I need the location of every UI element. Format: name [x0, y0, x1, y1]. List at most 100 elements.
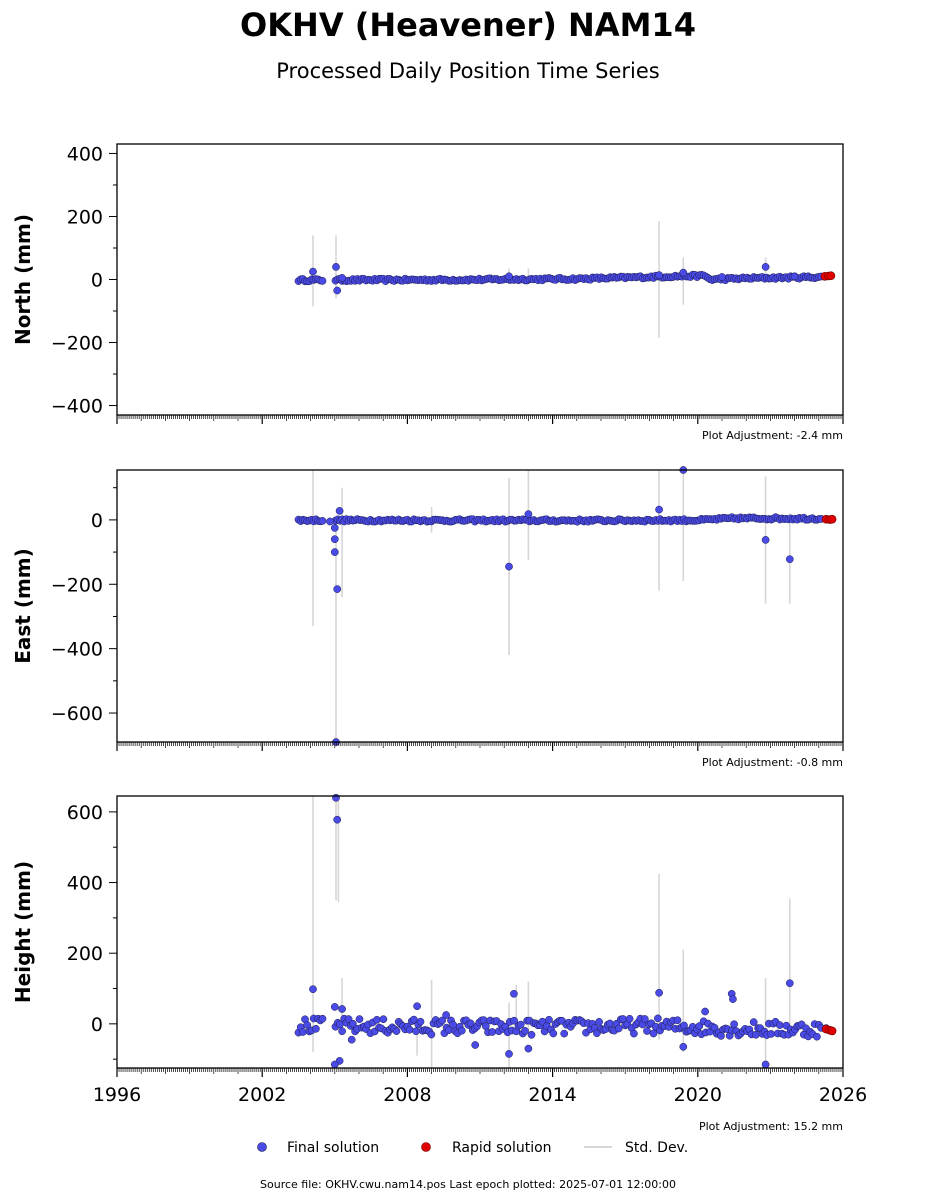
final-solution-point: [545, 1015, 553, 1024]
final-solution-point: [775, 1021, 784, 1029]
y-tick-label: −200: [51, 333, 103, 355]
y-axis-label: Height (mm): [11, 861, 35, 1003]
final-solution-point: [785, 555, 794, 564]
final-solution-point: [333, 286, 342, 295]
final-solution-points: [294, 793, 830, 1069]
final-solution-point: [413, 1002, 421, 1011]
y-tick-label: 0: [91, 510, 103, 532]
panel-2: −600 −400 −200 0 East (mm) Plot Adjustment: -…: [11, 466, 844, 769]
final-solution-point: [333, 815, 342, 824]
plot-adjustment-note: Plot Adjustment: -0.8 mm: [702, 756, 843, 769]
final-solution-point: [679, 268, 688, 277]
final-solution-point: [332, 793, 340, 802]
x-tick-label: 1996: [93, 1084, 141, 1106]
final-solution-point: [510, 989, 518, 998]
x-axis: [116, 742, 844, 751]
x-tick-label: 2014: [528, 1084, 576, 1106]
chart-subtitle: Processed Daily Position Time Series: [276, 59, 660, 83]
final-solution-point: [355, 1015, 364, 1023]
chart-title: OKHV (Heavener) NAM14: [240, 6, 696, 44]
final-solution-point: [606, 1019, 614, 1028]
final-solution-point: [416, 1017, 425, 1026]
final-solution-point: [330, 1003, 339, 1011]
legend-final-label: Final solution: [287, 1140, 379, 1156]
legend: Final solution Rapid solution Std. Dev.: [257, 1140, 688, 1156]
y-tick-label: −600: [51, 703, 103, 725]
y-axis: 0 200 400 600: [67, 802, 117, 1060]
x-tick-label: 2020: [674, 1084, 722, 1106]
final-solution-point: [701, 1007, 709, 1016]
plot-adjustment-note: Plot Adjustment: -2.4 mm: [702, 429, 843, 442]
final-solution-point: [813, 1032, 821, 1041]
final-solution-point: [338, 274, 346, 282]
final-solution-point: [333, 585, 342, 593]
final-solution-point: [330, 548, 339, 556]
panel-3: 1996 2002 2008 2014 2020 2026 0 200 400 600 Height…: [11, 793, 867, 1133]
y-tick-label: 0: [91, 270, 103, 292]
final-solution-point: [695, 1022, 704, 1030]
final-solution-points: [294, 466, 826, 746]
final-solution-point: [299, 1028, 307, 1036]
y-tick-label: 0: [91, 1014, 103, 1036]
final-solution-point: [655, 271, 663, 279]
final-solution-point: [442, 1011, 450, 1019]
final-solution-point: [309, 985, 317, 994]
final-solution-point: [614, 1024, 623, 1033]
x-axis: 1996 2002 2008 2014 2020 2026: [93, 1068, 867, 1106]
final-solution-point: [427, 1030, 436, 1039]
final-solution-point: [527, 1030, 536, 1039]
x-tick-label: 2002: [238, 1084, 286, 1106]
final-solution-point: [332, 263, 340, 271]
final-solution-point: [655, 988, 663, 997]
final-solution-point: [649, 1029, 658, 1038]
y-tick-label: 600: [67, 802, 103, 824]
rapid-solution-point: [826, 271, 836, 281]
x-tick-label: 2026: [819, 1084, 867, 1106]
rapid-solution-point: [827, 514, 837, 524]
final-solution-point: [730, 1020, 738, 1029]
x-axis: [116, 415, 844, 424]
final-solution-point: [318, 277, 327, 285]
final-solution-point: [673, 1016, 682, 1025]
y-tick-label: 200: [67, 206, 103, 228]
final-solution-point: [318, 1014, 327, 1023]
y-tick-label: 200: [67, 943, 103, 965]
final-solution-point: [505, 1050, 513, 1058]
final-solution-point: [549, 1029, 558, 1038]
panel-1: −400 −200 0 200 400 North (mm) Plot Adjustment…: [11, 143, 844, 442]
y-tick-label: −400: [51, 396, 103, 418]
final-solution-point: [338, 1027, 346, 1036]
final-solution-point: [349, 1019, 357, 1028]
legend-rapid-label: Rapid solution: [452, 1140, 552, 1156]
y-axis: −600 −400 −200 0: [51, 487, 117, 725]
final-solution-point: [625, 1014, 634, 1023]
legend-stddev-label: Std. Dev.: [625, 1140, 688, 1156]
final-solution-point: [412, 1027, 420, 1036]
y-tick-label: −200: [51, 574, 103, 596]
final-solution-point: [312, 1024, 320, 1033]
final-solution-point: [790, 272, 799, 281]
y-axis-label: North (mm): [11, 214, 35, 345]
final-solution-point: [379, 1015, 388, 1024]
final-solution-point: [330, 524, 339, 532]
final-solution-point: [521, 1027, 529, 1035]
final-solution-point: [679, 1042, 688, 1051]
final-solution-point: [318, 517, 327, 525]
legend-rapid-marker: [421, 1142, 431, 1152]
final-solution-point: [560, 1029, 569, 1038]
source-note: Source file: OKHV.cwu.nam14.pos Last epo…: [260, 1178, 676, 1191]
final-solution-point: [767, 1030, 775, 1038]
final-solution-point: [524, 510, 533, 518]
final-solution-point: [630, 1029, 638, 1038]
final-solution-point: [595, 1018, 603, 1026]
final-solution-point: [643, 1027, 651, 1035]
x-tick-label: 2008: [383, 1084, 431, 1106]
final-solution-point: [718, 273, 726, 281]
final-solution-point: [438, 1016, 447, 1025]
final-solution-point: [347, 1035, 356, 1044]
final-solution-point: [655, 505, 663, 514]
y-tick-label: 400: [67, 143, 103, 165]
final-solution-point: [309, 267, 317, 276]
